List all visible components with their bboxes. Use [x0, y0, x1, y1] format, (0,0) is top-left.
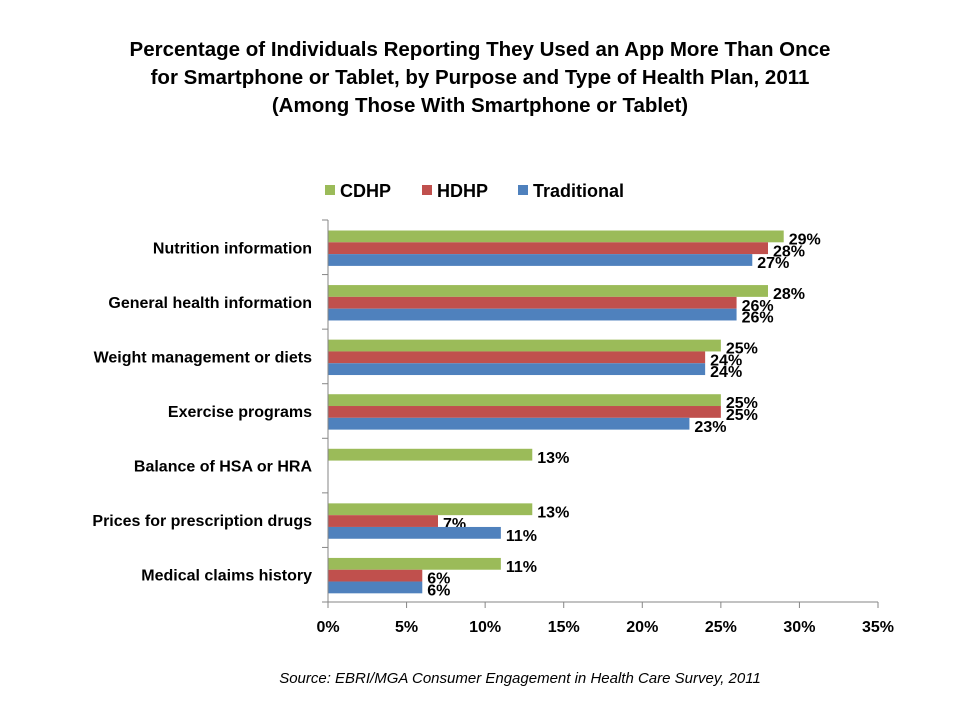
- data-label-hdhp-medical-claims-history: 6%: [427, 571, 450, 588]
- data-label-cdhp-general-health-information: 28%: [773, 286, 805, 303]
- legend-label-cdhp: CDHP: [340, 181, 391, 201]
- category-label-balance-of-hsa-or-hra: Balance of HSA or HRA: [134, 459, 313, 476]
- bar-hdhp-medical-claims-history: [328, 569, 423, 582]
- legend-swatch-traditional: [518, 185, 528, 195]
- bar-cdhp-nutrition-information: [328, 230, 784, 243]
- bar-cdhp-balance-of-hsa-or-hra: [328, 448, 533, 461]
- bar-traditional-general-health-information: [328, 308, 737, 321]
- source-note: Source: EBRI/MGA Consumer Engagement in …: [279, 670, 761, 687]
- data-label-cdhp-exercise-programs: 25%: [726, 395, 758, 412]
- bar-traditional-exercise-programs: [328, 417, 690, 430]
- data-label-traditional-general-health-information: 26%: [742, 310, 774, 327]
- bar-hdhp-general-health-information: [328, 296, 737, 309]
- x-tick-label-30: 30%: [783, 619, 815, 636]
- chart-title: Percentage of Individuals Reporting They…: [40, 36, 920, 120]
- category-label-weight-management-or-diets: Weight management or diets: [94, 349, 313, 366]
- bar-hdhp-nutrition-information: [328, 242, 768, 255]
- bar-hdhp-exercise-programs: [328, 406, 721, 418]
- category-label-medical-claims-history: Medical claims history: [141, 568, 312, 585]
- category-label-prices-for-prescription-drugs: Prices for prescription drugs: [92, 513, 312, 530]
- chart-title-line-2: for Smartphone or Tablet, by Purpose and…: [150, 66, 810, 89]
- x-tick-label-15: 15%: [548, 619, 580, 636]
- legend-swatch-hdhp: [422, 185, 432, 195]
- x-tick-label-10: 10%: [469, 619, 501, 636]
- bar-traditional-prices-for-prescription-drugs: [328, 526, 501, 539]
- bar-traditional-medical-claims-history: [328, 581, 423, 594]
- chart-title-line-1: Percentage of Individuals Reporting They…: [129, 38, 831, 61]
- data-label-cdhp-nutrition-information: 29%: [789, 232, 821, 249]
- data-label-hdhp-nutrition-information: 28%: [773, 243, 805, 260]
- data-label-cdhp-balance-of-hsa-or-hra: 13%: [537, 450, 569, 467]
- data-label-cdhp-prices-for-prescription-drugs: 13%: [537, 504, 569, 521]
- category-label-exercise-programs: Exercise programs: [168, 404, 312, 421]
- bar-cdhp-prices-for-prescription-drugs: [328, 503, 533, 516]
- bar-traditional-weight-management-or-diets: [328, 363, 706, 376]
- data-label-cdhp-medical-claims-history: 11%: [506, 559, 537, 576]
- data-label-hdhp-weight-management-or-diets: 24%: [710, 352, 742, 369]
- data-label-hdhp-general-health-information: 26%: [742, 298, 774, 315]
- data-label-traditional-medical-claims-history: 6%: [427, 583, 450, 600]
- x-tick-label-20: 20%: [626, 619, 658, 636]
- category-label-general-health-information: General health information: [108, 295, 312, 312]
- data-label-traditional-nutrition-information: 27%: [757, 255, 789, 272]
- bar-hdhp-weight-management-or-diets: [328, 351, 706, 364]
- bar-cdhp-general-health-information: [328, 285, 768, 297]
- category-label-nutrition-information: Nutrition information: [153, 240, 312, 257]
- x-tick-label-5: 5%: [395, 619, 418, 636]
- bar-cdhp-exercise-programs: [328, 394, 721, 407]
- legend-label-hdhp: HDHP: [437, 181, 488, 201]
- data-label-traditional-exercise-programs: 23%: [694, 419, 726, 436]
- bar-cdhp-weight-management-or-diets: [328, 339, 721, 352]
- x-tick-label-0: 0%: [316, 619, 339, 636]
- data-label-traditional-prices-for-prescription-drugs: 11%: [506, 528, 537, 545]
- legend-swatch-cdhp: [325, 185, 335, 195]
- x-tick-label-35: 35%: [862, 619, 894, 636]
- bar-traditional-nutrition-information: [328, 254, 753, 266]
- bar-cdhp-medical-claims-history: [328, 557, 501, 570]
- chart-title-line-3: (Among Those With Smartphone or Tablet): [271, 94, 689, 117]
- legend-label-traditional: Traditional: [533, 181, 624, 201]
- data-label-hdhp-exercise-programs: 25%: [726, 407, 758, 424]
- data-label-traditional-weight-management-or-diets: 24%: [710, 364, 742, 381]
- data-label-cdhp-weight-management-or-diets: 25%: [726, 341, 758, 358]
- bar-hdhp-prices-for-prescription-drugs: [328, 515, 438, 527]
- x-tick-label-25: 25%: [705, 619, 737, 636]
